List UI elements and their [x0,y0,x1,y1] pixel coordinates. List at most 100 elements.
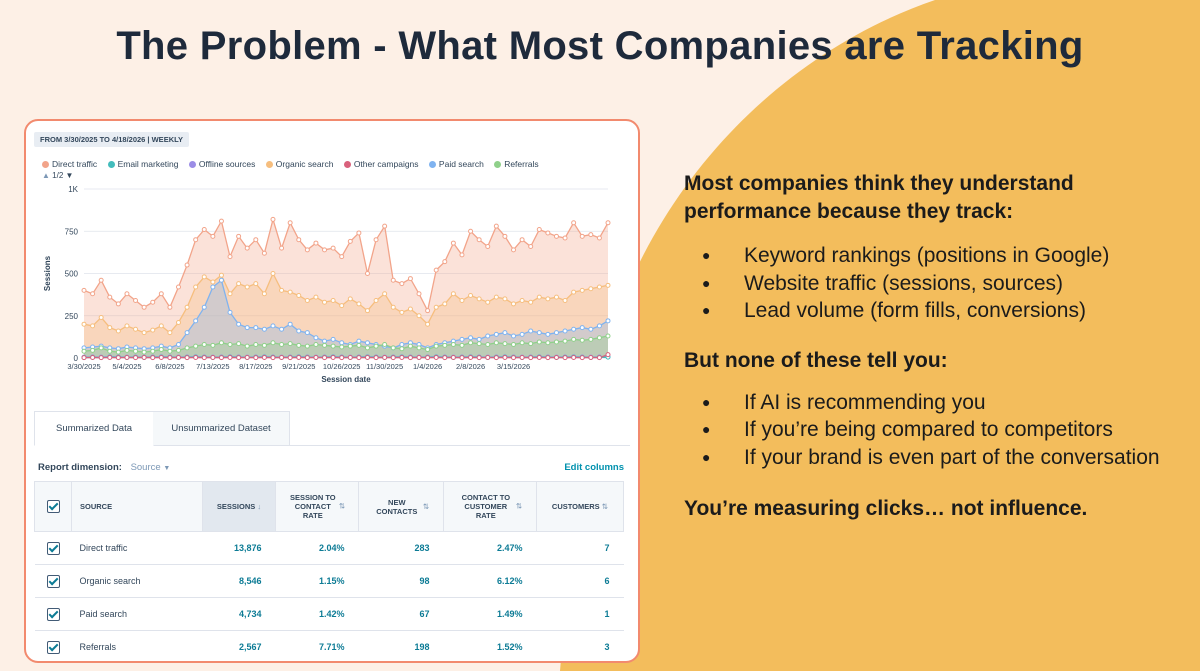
data-point-other-campaigns[interactable] [98,355,104,361]
data-point-direct-traffic[interactable] [236,233,242,239]
data-point-referrals[interactable] [313,341,319,347]
data-point-direct-traffic[interactable] [553,233,559,239]
data-point-referrals[interactable] [485,341,491,347]
data-point-paid-search[interactable] [605,318,611,324]
col-sessions[interactable]: SESSIONS ↓ [202,481,276,532]
data-point-direct-traffic[interactable] [407,276,413,282]
data-point-other-campaigns[interactable] [493,355,499,361]
data-point-organic-search[interactable] [390,304,396,310]
data-point-referrals[interactable] [141,349,147,355]
data-point-other-campaigns[interactable] [218,355,224,361]
data-point-referrals[interactable] [605,333,611,339]
data-point-referrals[interactable] [382,341,388,347]
legend-item[interactable]: Other campaigns [343,159,419,169]
data-point-direct-traffic[interactable] [562,235,568,241]
data-point-direct-traffic[interactable] [450,240,456,246]
data-point-referrals[interactable] [150,348,156,354]
data-point-direct-traffic[interactable] [107,294,113,300]
data-point-referrals[interactable] [519,340,525,346]
data-point-referrals[interactable] [244,343,250,349]
data-point-paid-search[interactable] [193,318,199,324]
legend-item[interactable]: Direct traffic [42,159,97,169]
data-point-organic-search[interactable] [571,289,577,295]
data-point-referrals[interactable] [433,343,439,349]
data-point-other-campaigns[interactable] [270,355,276,361]
data-point-direct-traffic[interactable] [175,284,181,290]
data-point-direct-traffic[interactable] [442,259,448,265]
data-point-other-campaigns[interactable] [304,355,310,361]
data-point-direct-traffic[interactable] [416,291,422,297]
col-contact-to-customer-rate[interactable]: CONTACT TO CUSTOMER RATE ⇅ [443,481,537,532]
data-point-referrals[interactable] [218,340,224,346]
data-point-direct-traffic[interactable] [227,254,233,260]
data-point-paid-search[interactable] [296,328,302,334]
data-point-other-campaigns[interactable] [459,355,465,361]
data-point-other-campaigns[interactable] [322,355,328,361]
legend-item[interactable]: Referrals [494,159,539,169]
data-point-organic-search[interactable] [90,323,96,329]
data-point-organic-search[interactable] [261,291,267,297]
data-point-other-campaigns[interactable] [279,354,285,360]
data-point-other-campaigns[interactable] [605,352,611,358]
data-point-direct-traffic[interactable] [493,223,499,229]
data-point-referrals[interactable] [416,345,422,351]
table-row[interactable]: Organic search 8,546 1.15% 98 6.12% 6 [34,564,624,598]
data-point-organic-search[interactable] [339,303,345,309]
row-checkbox[interactable] [46,607,60,621]
data-point-direct-traffic[interactable] [373,237,379,243]
data-point-referrals[interactable] [571,336,577,342]
data-point-organic-search[interactable] [459,298,465,304]
data-point-paid-search[interactable] [588,326,594,332]
data-point-other-campaigns[interactable] [399,354,405,360]
data-point-organic-search[interactable] [167,330,173,336]
data-point-other-campaigns[interactable] [296,354,302,360]
data-point-other-campaigns[interactable] [364,354,370,360]
data-point-referrals[interactable] [167,348,173,354]
data-point-other-campaigns[interactable] [90,354,96,360]
data-point-direct-traffic[interactable] [579,233,585,239]
data-point-organic-search[interactable] [270,271,276,276]
data-point-other-campaigns[interactable] [150,355,156,361]
data-point-referrals[interactable] [339,344,345,350]
data-point-direct-traffic[interactable] [330,245,336,251]
data-point-other-campaigns[interactable] [347,354,353,360]
data-point-paid-search[interactable] [339,340,345,346]
data-point-other-campaigns[interactable] [313,354,319,360]
data-point-direct-traffic[interactable] [545,230,551,236]
data-point-other-campaigns[interactable] [133,355,139,361]
data-point-organic-search[interactable] [124,323,130,329]
data-point-direct-traffic[interactable] [468,228,474,234]
data-point-paid-search[interactable] [476,336,482,342]
data-point-paid-search[interactable] [399,341,405,347]
data-point-referrals[interactable] [158,347,164,353]
data-point-organic-search[interactable] [433,304,439,310]
data-point-paid-search[interactable] [459,336,465,342]
data-point-referrals[interactable] [502,341,508,347]
data-point-direct-traffic[interactable] [536,227,542,233]
data-point-direct-traffic[interactable] [150,299,156,305]
data-point-direct-traffic[interactable] [571,220,577,226]
data-point-other-campaigns[interactable] [476,355,482,361]
data-point-direct-traffic[interactable] [210,233,216,239]
data-point-paid-search[interactable] [210,284,216,290]
data-point-other-campaigns[interactable] [579,355,585,361]
data-point-organic-search[interactable] [528,299,534,305]
data-point-other-campaigns[interactable] [158,354,164,360]
data-point-direct-traffic[interactable] [201,227,207,233]
data-point-direct-traffic[interactable] [270,216,276,222]
data-point-other-campaigns[interactable] [528,355,534,361]
data-point-referrals[interactable] [476,341,482,347]
data-point-referrals[interactable] [287,341,293,347]
data-point-other-campaigns[interactable] [536,354,542,360]
data-point-paid-search[interactable] [579,325,585,331]
data-point-direct-traffic[interactable] [296,237,302,243]
data-point-organic-search[interactable] [150,327,156,333]
data-point-other-campaigns[interactable] [545,355,551,361]
data-point-organic-search[interactable] [322,299,328,305]
data-point-referrals[interactable] [193,343,199,349]
data-point-paid-search[interactable] [227,309,233,315]
data-point-referrals[interactable] [399,346,405,352]
data-point-direct-traffic[interactable] [459,252,465,258]
data-point-referrals[interactable] [304,343,310,349]
data-point-other-campaigns[interactable] [244,354,250,360]
